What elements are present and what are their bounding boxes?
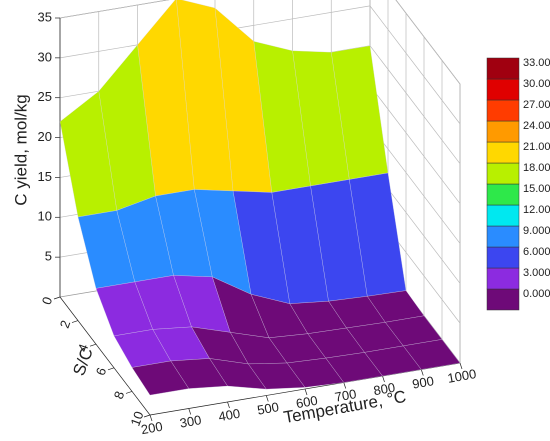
y-tick-label: 2 bbox=[57, 318, 74, 330]
legend-swatch bbox=[486, 246, 520, 269]
x-tick-label: 600 bbox=[295, 393, 319, 412]
grid-line bbox=[59, 0, 170, 19]
tick-mark bbox=[227, 401, 230, 409]
z-tick-label: 25 bbox=[38, 89, 52, 104]
z-tick-label: 10 bbox=[38, 209, 52, 224]
legend-swatch bbox=[486, 267, 520, 290]
grid-line bbox=[369, 5, 461, 125]
legend-swatch bbox=[486, 225, 520, 248]
x-tick-label: 300 bbox=[179, 412, 203, 431]
legend-label: 15.00 bbox=[523, 183, 550, 195]
y-tick-label: 6 bbox=[93, 365, 110, 377]
x-tick-label: 1000 bbox=[446, 366, 477, 386]
z-axis-label: C yield, mol/kg bbox=[11, 94, 30, 205]
legend-label: 3.000 bbox=[523, 267, 550, 279]
legend-label: 24.00 bbox=[523, 120, 550, 132]
y-tick-label: 8 bbox=[111, 389, 128, 401]
x-tick-label: 200 bbox=[140, 419, 164, 438]
tick-mark bbox=[53, 296, 61, 300]
legend-label: 0.000 bbox=[523, 288, 550, 300]
legend-swatch bbox=[486, 204, 520, 227]
z-tick-label: 5 bbox=[45, 249, 52, 264]
tick-mark bbox=[107, 367, 115, 371]
legend-swatch bbox=[486, 183, 520, 206]
tick-mark bbox=[143, 414, 151, 418]
y-tick-label: 4 bbox=[75, 342, 92, 354]
legend-swatch bbox=[486, 141, 520, 164]
legend-swatch bbox=[486, 99, 520, 122]
grid-line bbox=[395, 0, 461, 85]
tick-mark bbox=[149, 414, 153, 422]
legend-label: 21.00 bbox=[523, 141, 550, 153]
surface-cell bbox=[131, 360, 190, 396]
legend-label: 27.00 bbox=[523, 99, 550, 111]
tick-mark bbox=[343, 382, 347, 389]
tick-mark bbox=[71, 320, 79, 323]
legend-swatch bbox=[486, 288, 520, 311]
tick-mark bbox=[89, 343, 97, 347]
z-tick-label: 35 bbox=[38, 9, 52, 24]
tick-mark bbox=[188, 408, 192, 415]
tick-mark bbox=[125, 391, 133, 394]
legend-label: 9.000 bbox=[523, 225, 550, 237]
legend-label: 33.00 bbox=[523, 57, 550, 69]
z-tick-label: 15 bbox=[38, 169, 52, 184]
tick-mark bbox=[459, 362, 463, 370]
z-tick-label: 30 bbox=[38, 49, 52, 64]
legend-label: 6.000 bbox=[523, 246, 550, 258]
tick-mark bbox=[420, 369, 424, 376]
legend-swatch bbox=[486, 120, 520, 143]
x-tick-label: 700 bbox=[334, 386, 358, 405]
legend-swatch bbox=[486, 162, 520, 185]
tick-mark bbox=[382, 375, 385, 383]
x-tick-label: 900 bbox=[411, 373, 435, 392]
z-tick-label: 20 bbox=[38, 129, 52, 144]
legend-label: 12.00 bbox=[523, 204, 550, 216]
legend-swatch bbox=[486, 57, 520, 80]
legend-label: 30.00 bbox=[523, 78, 550, 90]
y-tick-label: 0 bbox=[39, 295, 56, 307]
grid-line bbox=[369, 45, 461, 164]
legend-label: 18.00 bbox=[523, 162, 550, 174]
x-tick-label: 500 bbox=[256, 399, 280, 418]
tick-mark bbox=[304, 388, 308, 396]
grid-line bbox=[369, 85, 461, 204]
x-tick-label: 800 bbox=[372, 380, 396, 399]
tick-mark bbox=[265, 395, 269, 402]
y-tick-label: 10 bbox=[127, 409, 146, 428]
legend-swatch bbox=[486, 78, 520, 101]
x-tick-label: 400 bbox=[217, 406, 241, 425]
grid-line bbox=[369, 125, 461, 244]
y-axis bbox=[59, 296, 151, 416]
